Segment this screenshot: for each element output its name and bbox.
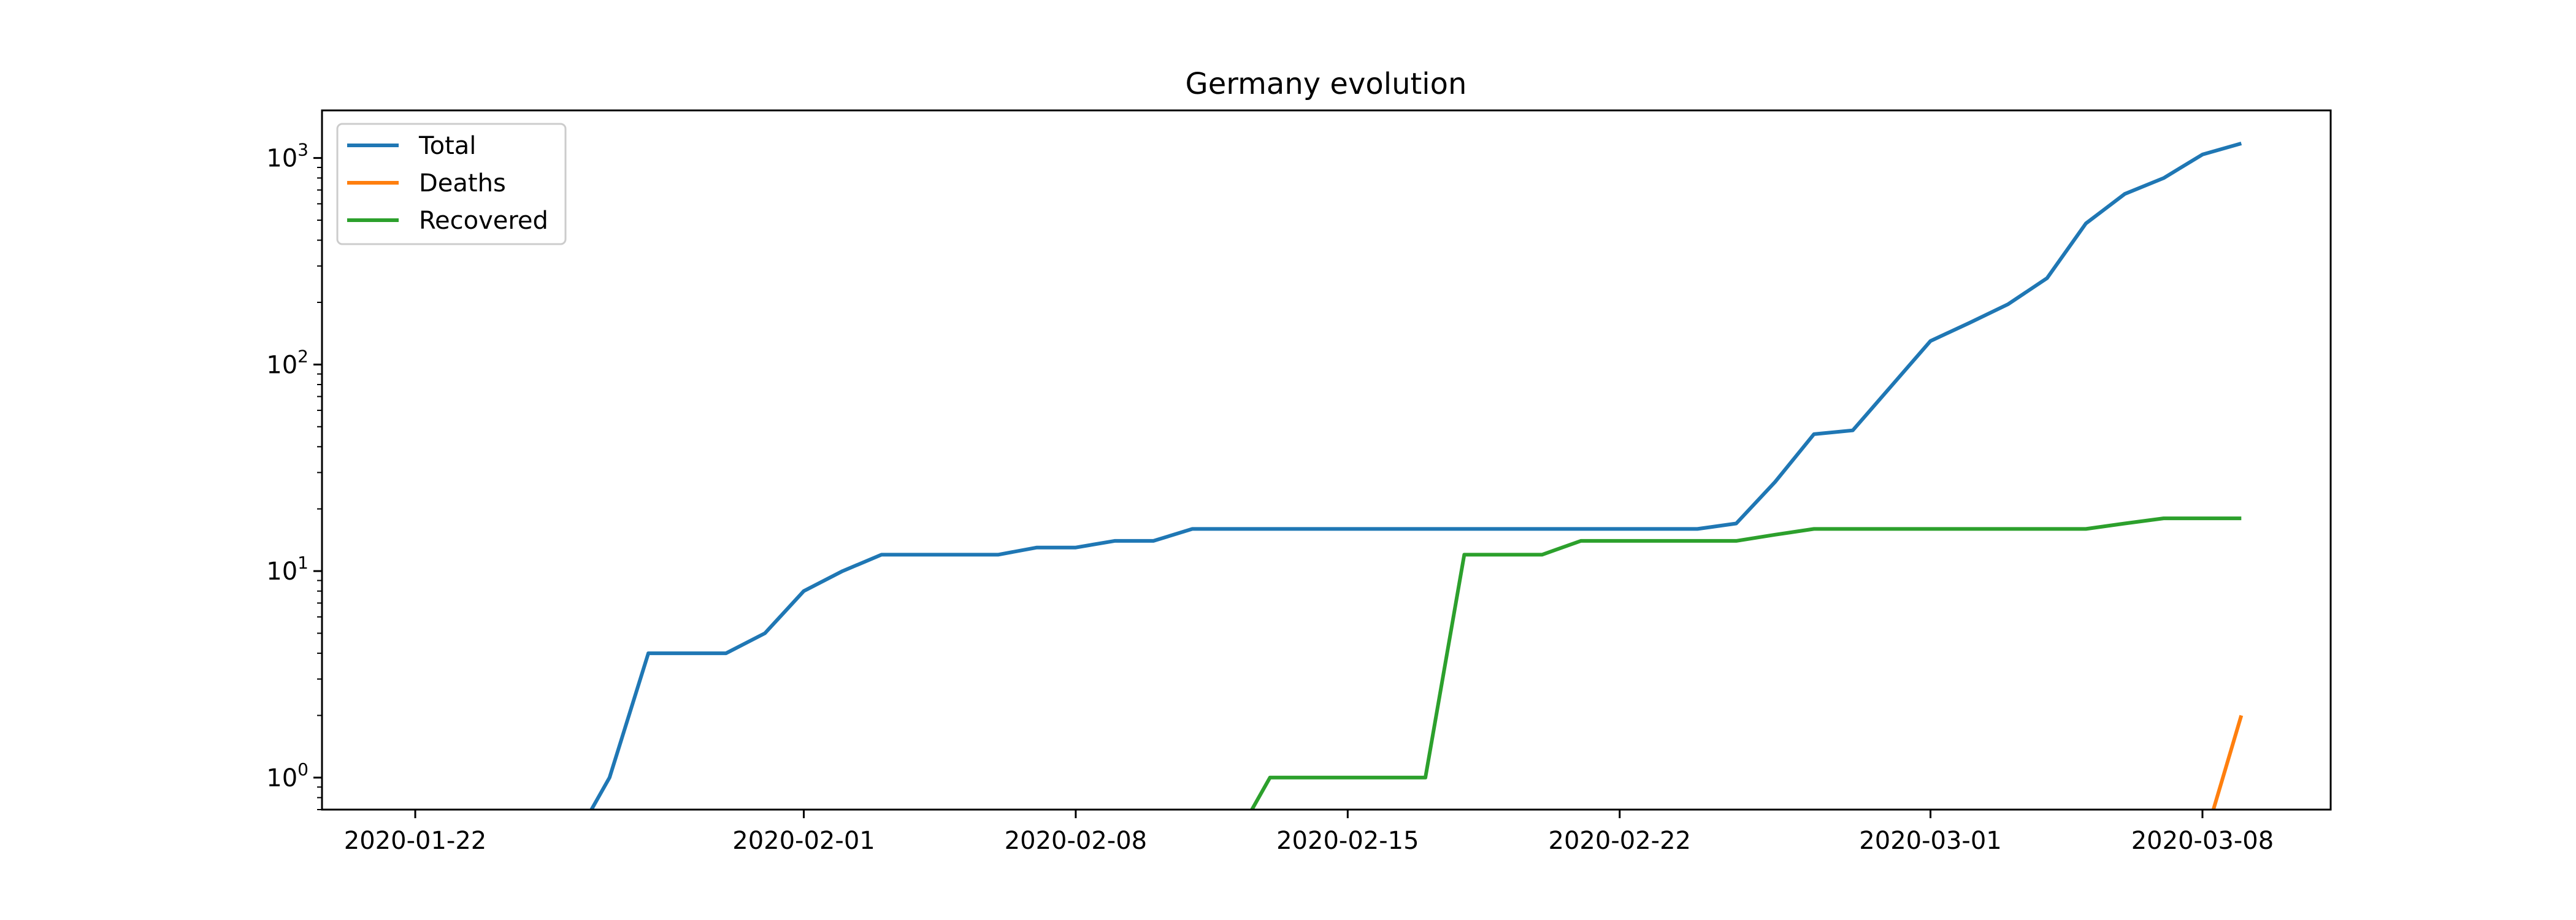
y-tick-label: 103	[266, 140, 309, 173]
series-layer	[589, 142, 2244, 810]
x-axis: 2020-01-22 2020-02-01 2020-02-08 2020-02-15…	[344, 810, 2274, 855]
x-tick-label: 2020-01-22	[344, 827, 486, 855]
legend-label-recovered: Recovered	[419, 207, 548, 235]
legend-label-total: Total	[418, 132, 476, 160]
x-tick-label: 2020-02-22	[1549, 827, 1691, 855]
y-axis: 100 101 102 103	[266, 140, 322, 810]
y-tick-label: 101	[266, 553, 309, 586]
plot-frame	[321, 109, 2332, 811]
legend-box	[336, 123, 567, 245]
legend-label-deaths: Deaths	[419, 169, 506, 197]
x-tick-label: 2020-03-08	[2131, 827, 2274, 855]
x-tick-label: 2020-03-01	[1859, 827, 2001, 855]
legend: Total Deaths Recovered	[336, 123, 567, 245]
x-tick-label: 2020-02-01	[732, 827, 875, 855]
y-tick-label: 102	[266, 346, 309, 379]
chart-title: Germany evolution	[1186, 67, 1467, 101]
y-tick-label: 100	[266, 759, 309, 792]
series-line-recovered	[1249, 516, 2242, 810]
x-tick-label: 2020-02-08	[1005, 827, 1147, 855]
x-tick-label: 2020-02-15	[1276, 827, 1419, 855]
series-line-total	[589, 142, 2242, 810]
